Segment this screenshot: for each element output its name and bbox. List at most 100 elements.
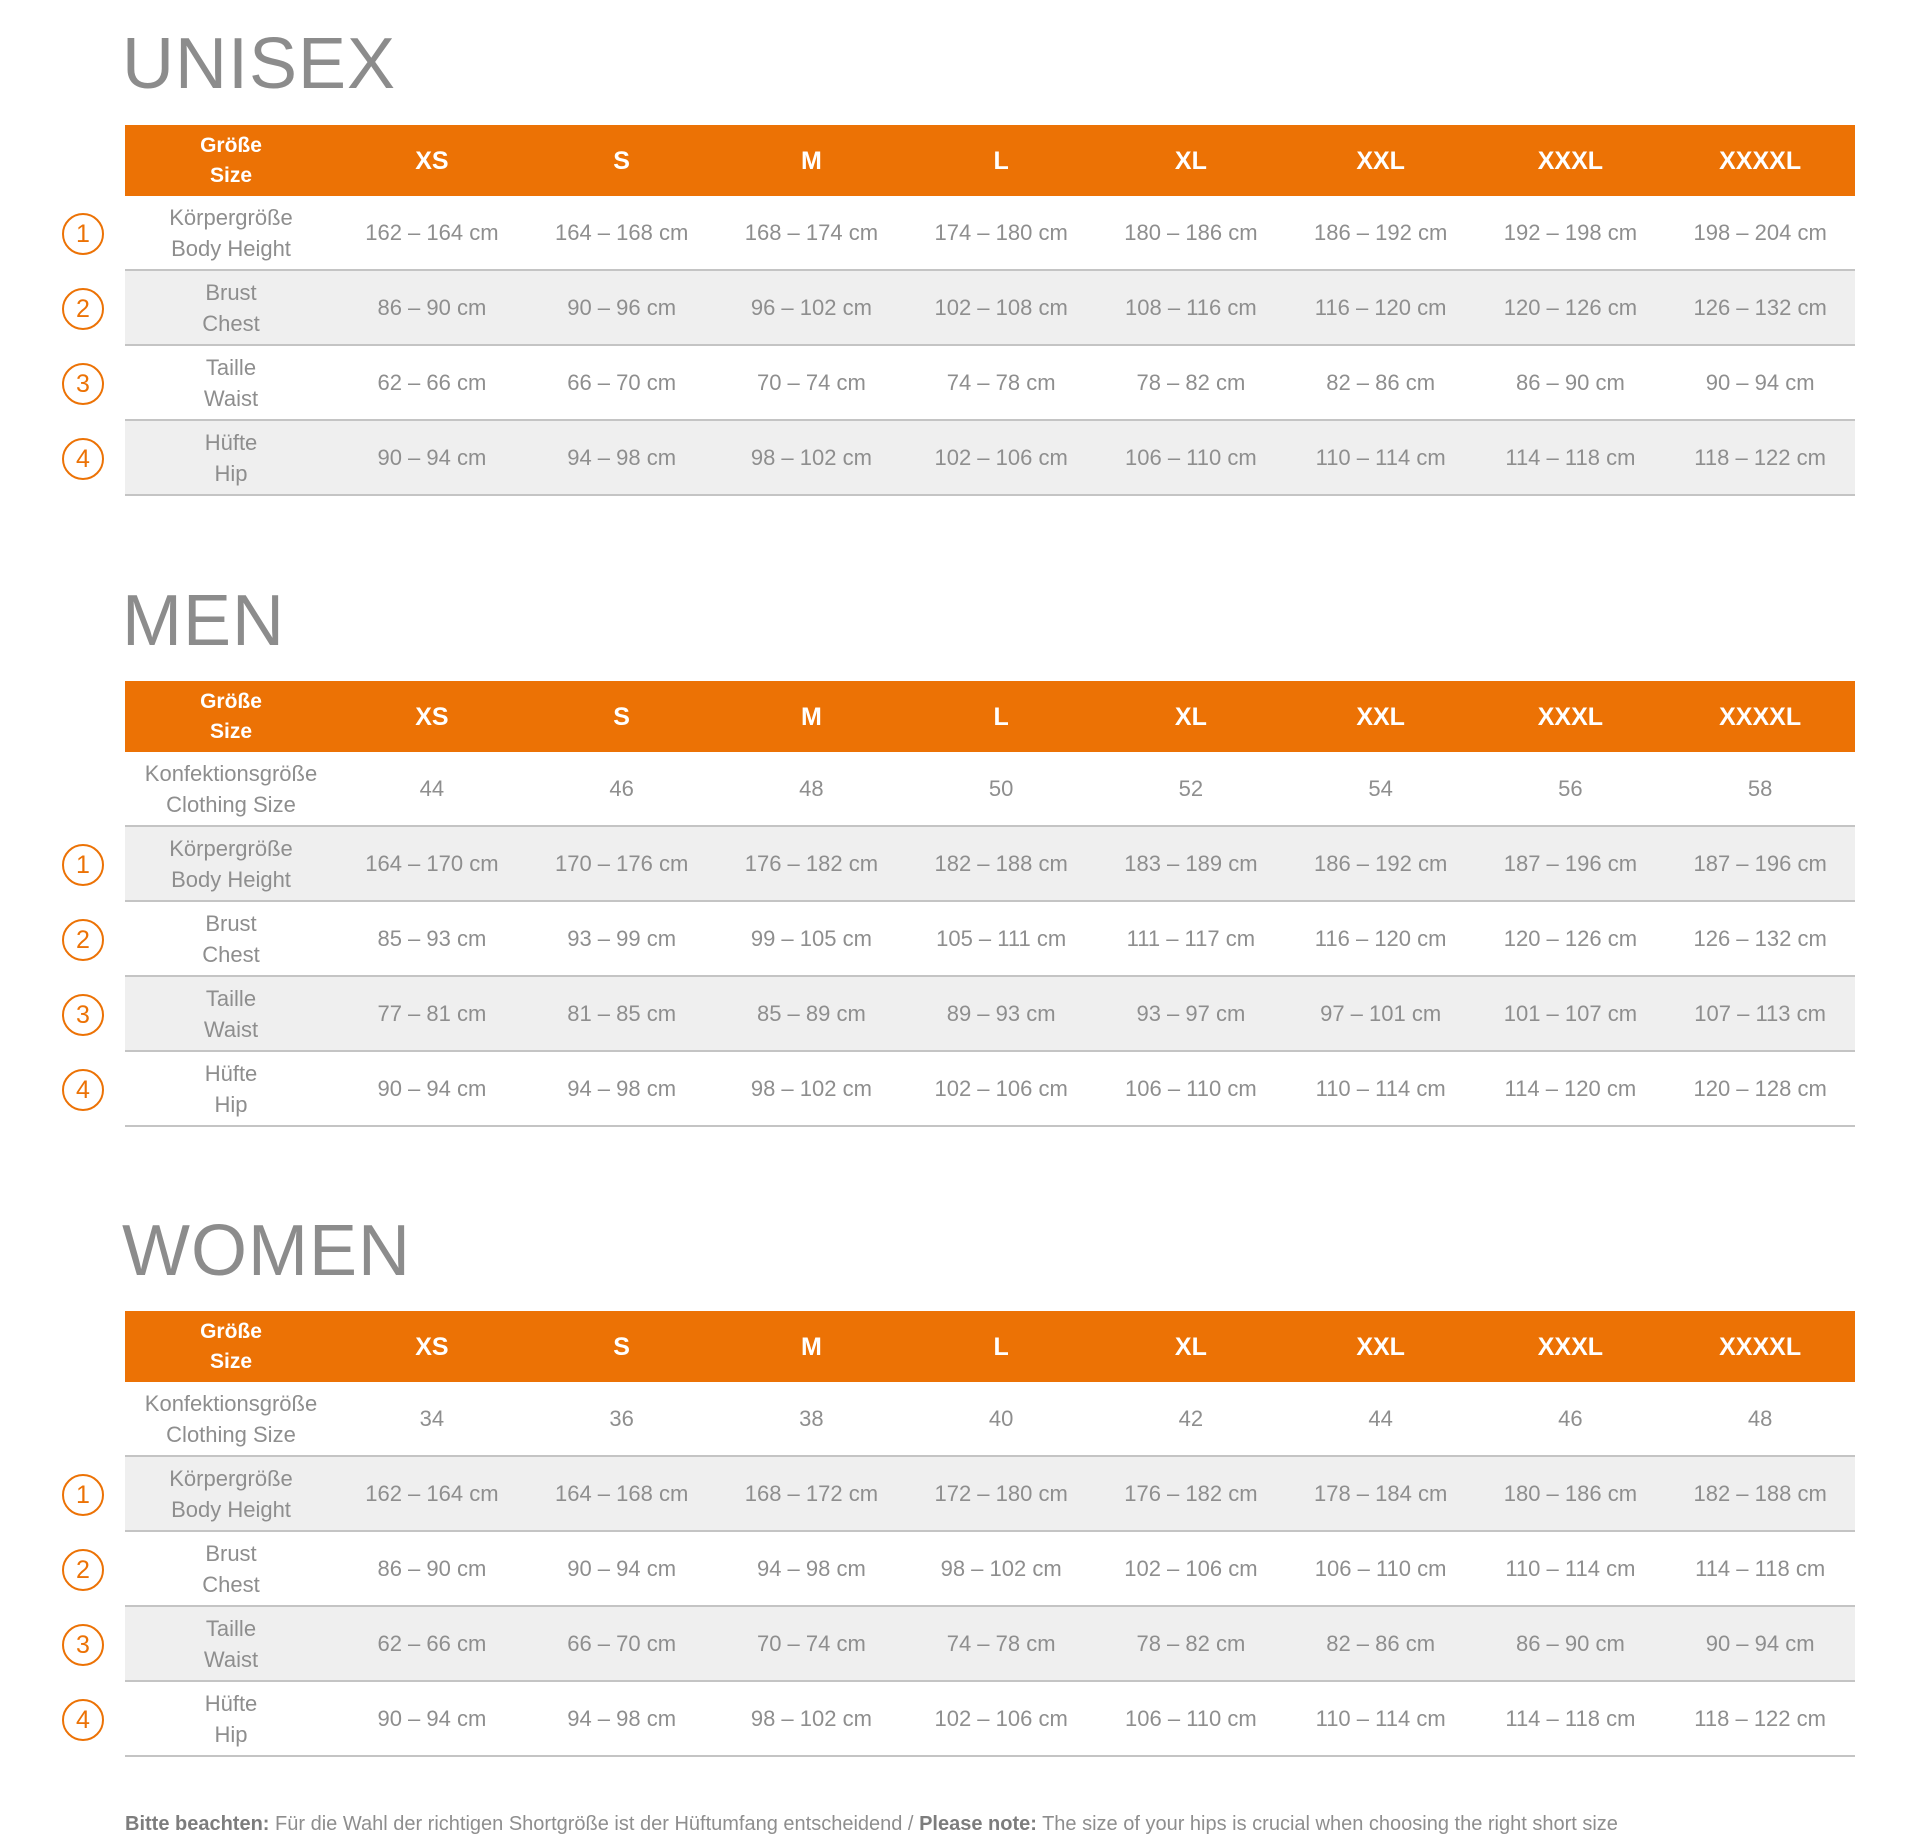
table-cell: 164 – 170 cm [337, 826, 527, 902]
table-row: Brust Chest 85 – 93 cm 93 – 99 cm 99 – 105 c… [125, 901, 1855, 977]
row-label-de: Taille [205, 354, 257, 380]
table-cell: 168 – 174 cm [716, 196, 907, 271]
size-en: Size [209, 163, 253, 187]
table-cell: 78 – 82 cm [1096, 345, 1286, 421]
table-cell: 56 [1475, 752, 1666, 827]
table-cell: 98 – 102 cm [716, 420, 907, 496]
row-label-de: Körpergröße [169, 204, 293, 230]
row-label-de: Konfektionsgröße [144, 1390, 318, 1416]
table-row: Konfektionsgröße Clothing Size 34 36 38 40 42 4… [125, 1382, 1855, 1457]
table-cell: 170 – 176 cm [526, 826, 717, 902]
table-cell: 78 – 82 cm [1096, 1606, 1286, 1682]
size-header-s: S [613, 146, 630, 175]
table-cell: 82 – 86 cm [1285, 345, 1476, 421]
size-header-xl: XL [1174, 702, 1207, 731]
row-label: Konfektionsgröße Clothing Size [125, 752, 337, 827]
table-row: Taille Waist 77 – 81 cm 81 – 85 cm 85 – 89 c… [125, 976, 1855, 1052]
table-cell: 172 – 180 cm [906, 1456, 1096, 1532]
table-row: Taille Waist 62 – 66 cm 66 – 70 cm 70 – 74 c… [125, 345, 1855, 421]
table-cell: 118 – 122 cm [1665, 1681, 1855, 1757]
table-cell: 102 – 108 cm [906, 270, 1096, 346]
table-cell: 70 – 74 cm [716, 1606, 907, 1682]
table-cell: 180 – 186 cm [1475, 1456, 1666, 1532]
table-cell: 86 – 90 cm [1475, 1606, 1666, 1682]
size-header-xxxl: XXXL [1537, 702, 1604, 731]
size-en: Size [209, 719, 253, 743]
row-label: Körpergröße Body Height [125, 196, 337, 271]
table-cell: 42 [1096, 1382, 1286, 1457]
table-cell: 114 – 120 cm [1475, 1051, 1666, 1127]
table-row: Körpergröße Body Height 162 – 164 cm 164 – … [125, 196, 1855, 271]
table-cell: 118 – 122 cm [1665, 420, 1855, 496]
table-cell: 90 – 94 cm [526, 1531, 717, 1607]
table-cell: 182 – 188 cm [1665, 1456, 1855, 1532]
table-cell: 192 – 198 cm [1475, 196, 1666, 271]
row-label-de: Brust [205, 1540, 257, 1566]
table-cell: 50 [906, 752, 1096, 827]
table-row: Hüfte Hip 90 – 94 cm 94 – 98 cm 98 – 102 cm 1… [125, 420, 1855, 496]
size-header-s: S [613, 1332, 630, 1361]
table-cell: 48 [716, 752, 907, 827]
table-cell: 120 – 128 cm [1665, 1051, 1855, 1127]
table-row: Brust Chest 86 – 90 cm 90 – 96 cm 96 – 102 c… [125, 270, 1855, 346]
table-cell: 90 – 94 cm [337, 420, 527, 496]
measurement-number-badge: 3 [62, 1623, 104, 1666]
table-cell: 97 – 101 cm [1285, 976, 1476, 1052]
table-cell: 114 – 118 cm [1665, 1531, 1855, 1607]
row-label-en: Hip [214, 1721, 248, 1747]
footnote-en-text: The size of your hips is crucial when ch… [1036, 1813, 1618, 1835]
footnote: Bitte beachten: Für die Wahl der richtig… [125, 1813, 1618, 1836]
row-label-en: Waist [203, 1646, 259, 1672]
row-label-en: Waist [203, 1016, 259, 1042]
row-label: Hüfte Hip [125, 1681, 337, 1757]
women-title: WOMEN [122, 1211, 411, 1291]
table-cell: 86 – 90 cm [1475, 345, 1666, 421]
row-label: Taille Waist [125, 345, 337, 421]
measurement-number-badge: 2 [62, 287, 104, 330]
table-cell: 58 [1665, 752, 1855, 827]
table-cell: 182 – 188 cm [906, 826, 1096, 902]
row-label-de: Brust [205, 279, 257, 305]
measurement-number-badge: 2 [62, 1548, 104, 1591]
size-header-xxxxl: XXXXL [1719, 1332, 1802, 1361]
row-label-de: Körpergröße [169, 835, 293, 861]
table-cell: 85 – 89 cm [716, 976, 907, 1052]
table-cell: 90 – 94 cm [1665, 1606, 1855, 1682]
size-header-xxxl: XXXL [1537, 146, 1604, 175]
row-label: Hüfte Hip [125, 420, 337, 496]
table-cell: 93 – 97 cm [1096, 976, 1286, 1052]
table-row: Taille Waist 62 – 66 cm 66 – 70 cm 70 – 74 c… [125, 1606, 1855, 1682]
table-cell: 93 – 99 cm [526, 901, 717, 977]
table-cell: 114 – 118 cm [1475, 1681, 1666, 1757]
row-label: Hüfte Hip [125, 1051, 337, 1127]
unisex-size-table: Größe Size XS S M L XL XXL XXXL XXXXL Körpergröße B… [125, 125, 1855, 496]
measurement-number-badge: 1 [62, 212, 104, 255]
table-row: Konfektionsgröße Clothing Size 44 46 48 50 52 5… [125, 752, 1855, 827]
size-de: Größe [200, 1319, 262, 1343]
row-label-en: Chest [202, 310, 260, 336]
table-cell: 116 – 120 cm [1285, 901, 1476, 977]
footnote-en-label: Please note: [919, 1813, 1037, 1835]
header-row: Größe Size XS S M L XL XXL XXXL XXXXL [125, 1311, 1855, 1382]
table-cell: 74 – 78 cm [906, 345, 1096, 421]
table-cell: 106 – 110 cm [1096, 420, 1286, 496]
table-cell: 108 – 116 cm [1096, 270, 1286, 346]
table-cell: 102 – 106 cm [906, 1681, 1096, 1757]
measurement-number-badge: 3 [62, 362, 104, 405]
table-row: Brust Chest 86 – 90 cm 90 – 94 cm 94 – 98 cm… [125, 1531, 1855, 1607]
row-label: Konfektionsgröße Clothing Size [125, 1382, 337, 1457]
table-cell: 90 – 94 cm [337, 1051, 527, 1127]
table-cell: 168 – 172 cm [716, 1456, 907, 1532]
row-label-de: Hüfte [204, 429, 258, 455]
table-cell: 116 – 120 cm [1285, 270, 1476, 346]
row-label-de: Taille [205, 985, 257, 1011]
row-label-en: Body Height [171, 1496, 291, 1522]
measurement-number-badge: 1 [62, 1473, 104, 1516]
table-row: Hüfte Hip 90 – 94 cm 94 – 98 cm 98 – 102 cm 1… [125, 1051, 1855, 1127]
row-label-de: Körpergröße [169, 1465, 293, 1491]
table-cell: 107 – 113 cm [1665, 976, 1855, 1052]
row-label: Körpergröße Body Height [125, 1456, 337, 1532]
table-cell: 111 – 117 cm [1096, 901, 1286, 977]
size-column-header: Größe Size [125, 681, 337, 752]
measurement-number-badge: 2 [62, 918, 104, 961]
